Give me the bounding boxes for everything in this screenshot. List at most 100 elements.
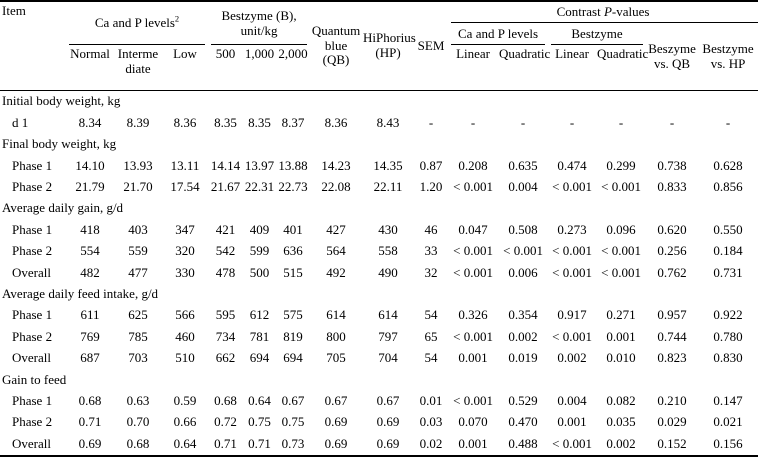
cell-value: 0.856 xyxy=(713,178,743,194)
cell-value: 0.021 xyxy=(713,414,743,430)
cell-value: 0.738 xyxy=(657,157,687,173)
col-header-500: 500 xyxy=(215,46,236,61)
cell-value: 566 xyxy=(175,307,195,323)
cell-value: 0.744 xyxy=(657,328,687,344)
data-row: Phase 2 769 785 460 734 781 819 800 797 65 < 0.001… xyxy=(0,326,758,347)
cell-value: 0.69 xyxy=(78,435,102,451)
cell-value: 0.047 xyxy=(458,221,488,237)
cell-value: < 0.001 xyxy=(552,264,592,280)
cell-value: 0.64 xyxy=(248,392,271,408)
cell-value: 0.508 xyxy=(508,221,538,237)
cell-value: 0.68 xyxy=(126,435,150,451)
cell-value: 21.67 xyxy=(210,178,241,194)
cell-value: 0.69 xyxy=(324,414,348,430)
cell-value: 614 xyxy=(326,307,346,323)
cell-value: 14.35 xyxy=(373,157,403,173)
col-header-intermediate: Intermediate xyxy=(117,46,159,76)
cell-value: 500 xyxy=(249,264,270,280)
col-header-bestzyme-vs-hp: Bestzyme vs. HP xyxy=(702,40,754,71)
section-row: Gain to feed xyxy=(0,369,758,390)
cell-value: 0.096 xyxy=(606,221,636,237)
cell-value: 0.01 xyxy=(419,392,443,408)
cell-value: 0.922 xyxy=(713,307,743,323)
cell-value: 559 xyxy=(128,243,148,259)
cell-value: 564 xyxy=(326,243,346,259)
cell-value: 611 xyxy=(80,307,100,323)
cell-value: 734 xyxy=(215,328,236,344)
cell-value: 0.917 xyxy=(557,307,587,323)
cell-value: 8.43 xyxy=(376,114,400,130)
cell-value: 0.731 xyxy=(713,264,743,280)
cell-value: < 0.001 xyxy=(453,264,493,280)
cell-value: 8.35 xyxy=(248,114,271,130)
col-header-low: Low xyxy=(173,46,197,61)
cell-value: 819 xyxy=(283,328,303,344)
cell-value: 0.529 xyxy=(508,392,538,408)
data-row: Phase 1 14.10 13.93 13.11 14.14 13.97 13.88 14.… xyxy=(0,155,758,176)
cell-value: 65 xyxy=(424,328,438,344)
cell-value: 599 xyxy=(249,243,270,259)
cell-value: 0.71 xyxy=(248,435,271,451)
cell-value: 22.08 xyxy=(321,178,351,194)
cell-value: 0.001 xyxy=(458,435,488,451)
cell-value: 0.550 xyxy=(713,221,743,237)
cell-value: 13.93 xyxy=(123,157,153,173)
cell-value: 482 xyxy=(80,264,100,280)
cell-value: 22.11 xyxy=(373,178,403,194)
cell-value: 14.23 xyxy=(321,157,351,173)
cell-value: 0.184 xyxy=(713,243,743,259)
cell-value: 0.75 xyxy=(281,414,305,430)
cell-value: 705 xyxy=(326,350,346,366)
cell-value: - xyxy=(669,114,675,130)
cell-value: 515 xyxy=(283,264,303,280)
table-header: Item Ca and P levels2 Bestzyme (B), unit… xyxy=(0,1,758,91)
col-header-sem: SEM xyxy=(417,37,445,53)
col-header-hiphorius: HiPhorius (HP) xyxy=(363,30,416,60)
col-header-item: Item xyxy=(2,3,26,18)
cell-value: 0.006 xyxy=(508,264,538,280)
cell-value: 418 xyxy=(80,221,100,237)
cell-value: 0.271 xyxy=(606,307,636,323)
cell-value: 769 xyxy=(80,328,100,344)
cell-value: 0.273 xyxy=(557,221,587,237)
section-row: Final body weight, kg xyxy=(0,134,758,155)
cell-value: 781 xyxy=(249,328,270,344)
col-header-linear-bestzyme: Linear xyxy=(555,46,589,61)
cell-value: 0.004 xyxy=(508,178,538,194)
table-body: Initial body weight, kg d 1 8.34 8.39 8.36 8.… xyxy=(0,91,758,456)
cell-value: 490 xyxy=(378,264,398,280)
cell-value: < 0.001 xyxy=(453,392,493,408)
cell-value: 14.10 xyxy=(75,157,105,173)
cell-value: 0.68 xyxy=(78,392,102,408)
cell-value: 347 xyxy=(175,221,195,237)
cell-value: - xyxy=(428,114,434,130)
row-label: Phase 1 xyxy=(12,157,53,173)
cell-value: 0.010 xyxy=(606,350,636,366)
cell-value: < 0.001 xyxy=(503,243,543,259)
cell-value: 0.002 xyxy=(508,328,538,344)
cell-value: 478 xyxy=(215,264,236,280)
section-row: Average daily feed intake, g/d xyxy=(0,284,758,305)
cell-value: 8.39 xyxy=(126,114,150,130)
cell-value: < 0.001 xyxy=(453,243,493,259)
cell-value: < 0.001 xyxy=(453,178,493,194)
cell-value: 0.147 xyxy=(713,392,743,408)
cell-value: 0.354 xyxy=(508,307,538,323)
cell-value: 625 xyxy=(128,307,148,323)
cell-value: 612 xyxy=(249,307,270,323)
cell-value: 0.67 xyxy=(376,392,400,408)
cell-value: 800 xyxy=(326,328,346,344)
row-label: Phase 2 xyxy=(12,414,53,430)
cell-value: 32 xyxy=(424,264,438,280)
data-row: Phase 2 554 559 320 542 599 636 564 558 33 < 0.001… xyxy=(0,241,758,262)
cell-value: 13.97 xyxy=(244,157,275,173)
row-label: Phase 2 xyxy=(12,243,53,259)
cell-value: 694 xyxy=(283,350,303,366)
cell-value: < 0.001 xyxy=(552,435,592,451)
cell-value: < 0.001 xyxy=(601,178,641,194)
cell-value: < 0.001 xyxy=(601,243,641,259)
cell-value: 8.37 xyxy=(281,114,305,130)
cell-value: - xyxy=(618,114,624,130)
cell-value: 0.957 xyxy=(657,307,687,323)
